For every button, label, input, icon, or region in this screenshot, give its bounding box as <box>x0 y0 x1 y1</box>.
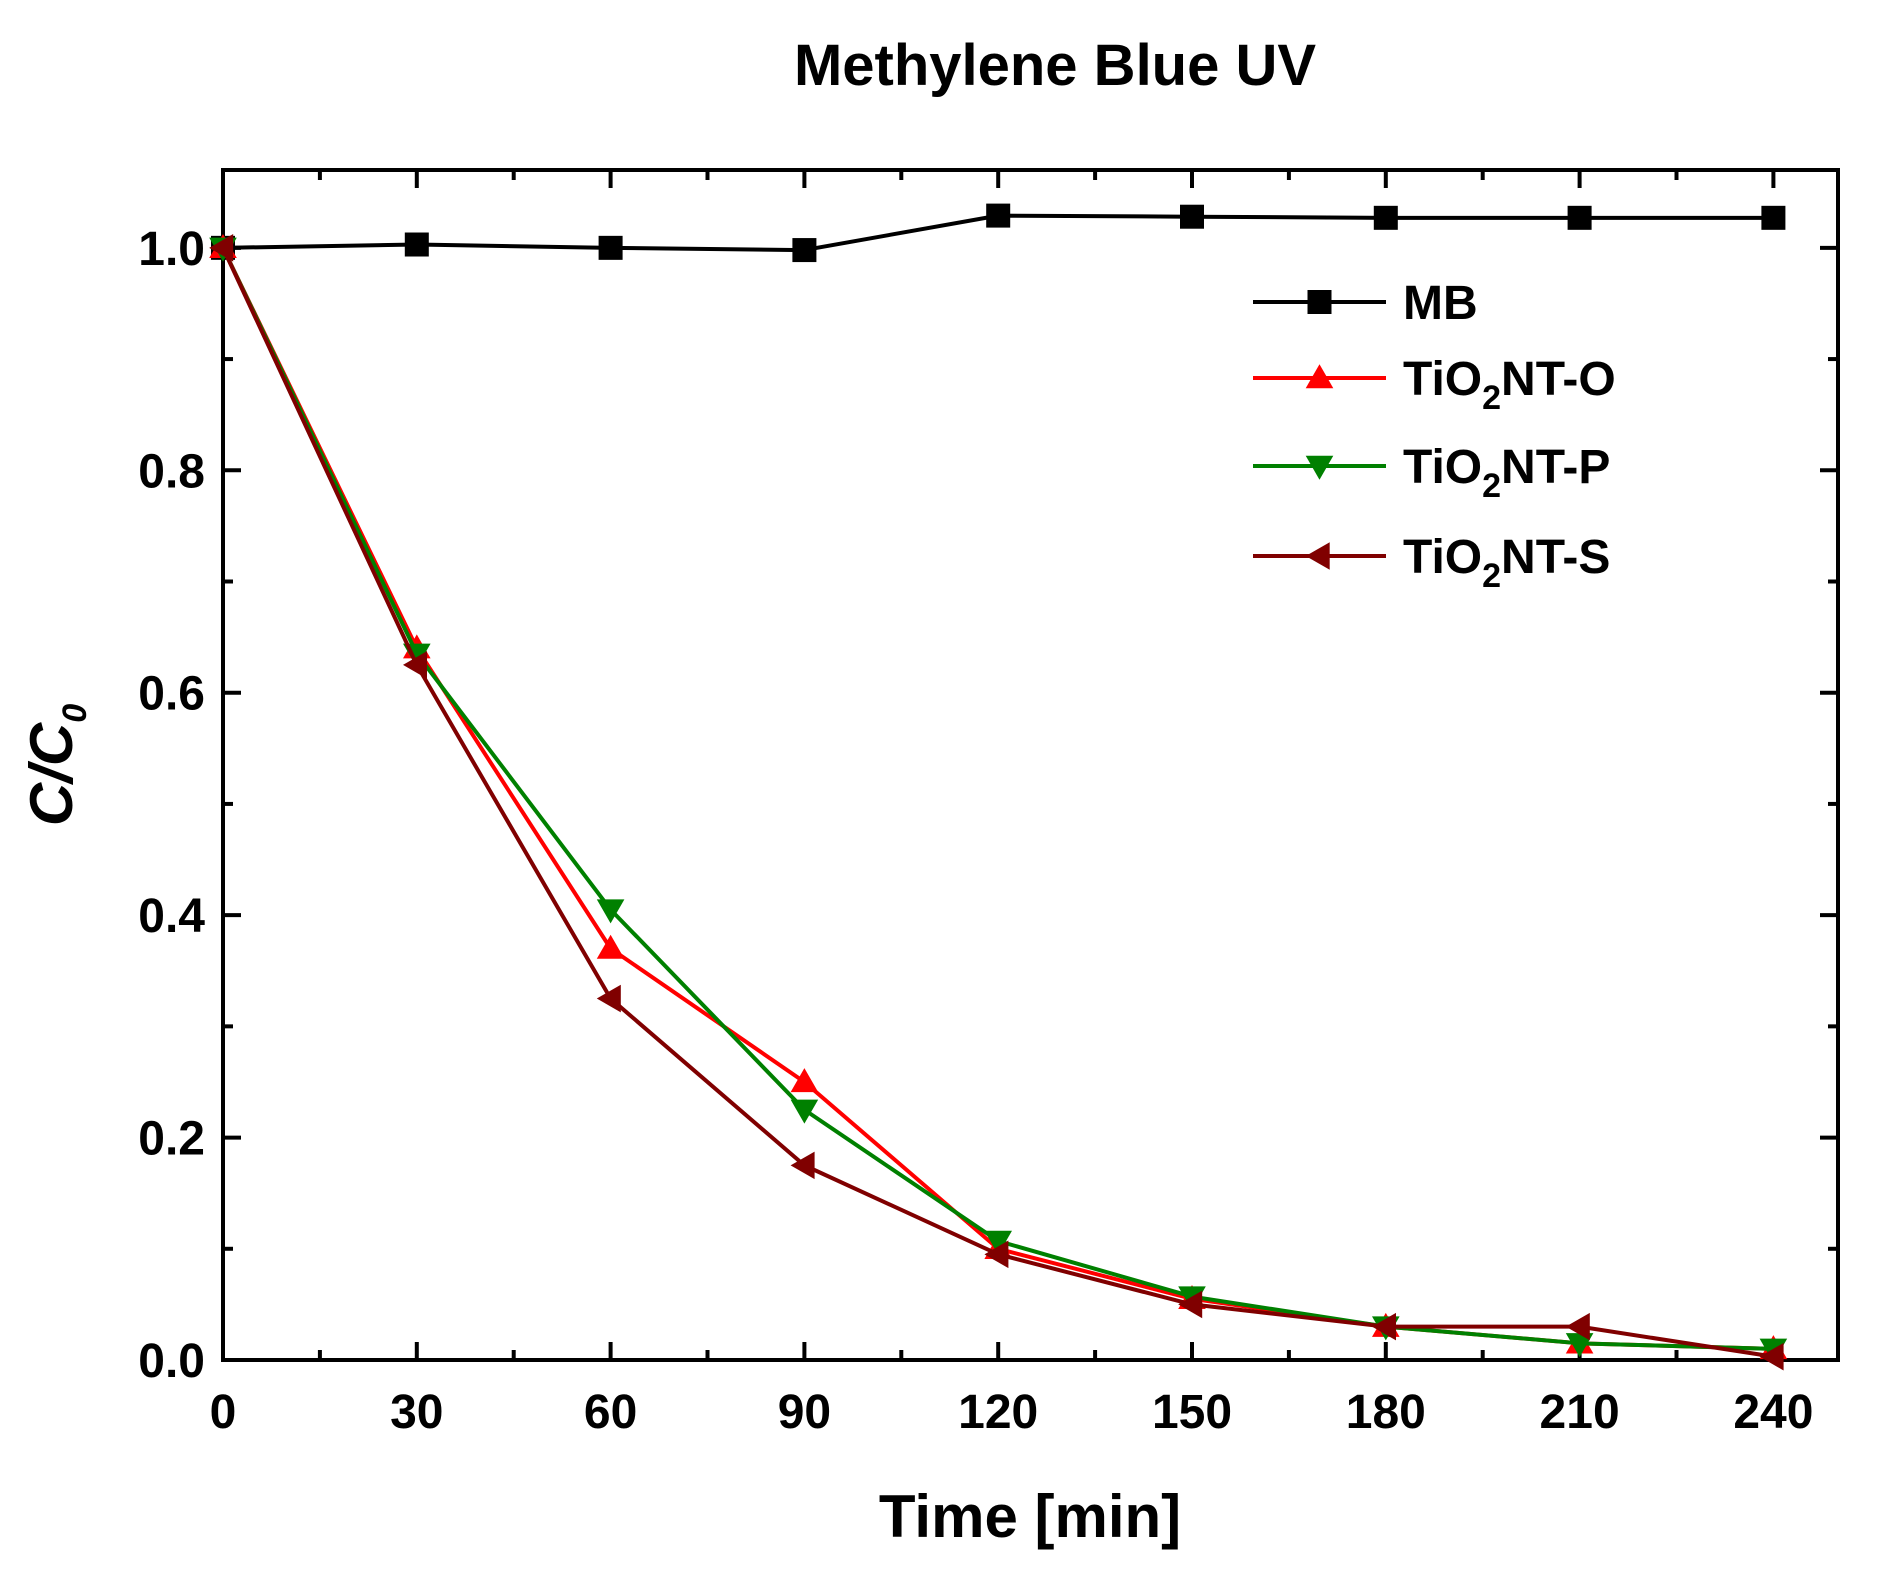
x-tick-label: 210 <box>1540 1386 1620 1439</box>
legend-marker <box>1305 542 1330 570</box>
legend-marker <box>1305 455 1334 480</box>
y-axis-label-sub: 0 <box>56 704 94 723</box>
legend-item-tio2nt-o: TiO2NT-O <box>1253 353 1616 417</box>
data-point-tio2nt-p <box>596 899 625 924</box>
x-axis: 0 30 60 90 120 150 180 210 240 <box>210 170 1813 1439</box>
data-point-tio2nt-s <box>596 984 621 1013</box>
x-tick-label: 90 <box>778 1386 831 1439</box>
data-point-mb <box>1373 205 1398 230</box>
data-point-mb <box>986 203 1011 228</box>
series-tio2nt-s <box>209 234 1784 1371</box>
legend-label: TiO2NT-O <box>1403 353 1616 417</box>
legend-label: TiO2NT-S <box>1403 531 1610 595</box>
data-point-tio2nt-s <box>403 651 427 679</box>
data-point-tio2nt-o <box>790 1068 819 1093</box>
data-point-mb <box>404 232 429 257</box>
legend-marker <box>1305 364 1334 389</box>
legend-item-tio2nt-s: TiO2NT-S <box>1253 531 1610 595</box>
svg-text:C/C0: C/C0 <box>18 704 94 826</box>
x-tick-label: 0 <box>210 1386 237 1439</box>
legend-marker <box>1307 290 1332 314</box>
data-point-tio2nt-p <box>984 1230 1012 1255</box>
data-point-mb <box>1761 205 1786 230</box>
series-line-tio2nt-s <box>221 247 1774 1359</box>
series-mb <box>211 203 1786 263</box>
data-point-tio2nt-s <box>1759 1342 1784 1371</box>
y-tick-label: 0.6 <box>138 668 205 721</box>
data-point-tio2nt-s <box>1565 1312 1590 1341</box>
data-point-mb <box>1567 205 1592 230</box>
plot-area <box>221 168 1840 1362</box>
data-point-tio2nt-o <box>596 934 625 959</box>
x-tick-label: 60 <box>584 1386 637 1439</box>
x-tick-label: 150 <box>1152 1386 1232 1439</box>
data-point-tio2nt-s <box>984 1240 1009 1269</box>
x-tick-label: 240 <box>1733 1386 1813 1439</box>
chart-title: Methylene Blue UV <box>794 33 1316 98</box>
data-point-tio2nt-s <box>1372 1312 1396 1341</box>
data-point-tio2nt-s <box>1178 1290 1203 1319</box>
legend-item-mb: MB <box>1253 277 1478 330</box>
data-point-mb <box>598 235 623 260</box>
y-tick-label: 0.4 <box>138 890 205 943</box>
series-tio2nt-p <box>209 237 1788 1363</box>
series-line-tio2nt-o <box>221 246 1774 1351</box>
data-point-mb <box>1180 204 1204 229</box>
data-point-tio2nt-p <box>790 1099 819 1124</box>
y-tick-label: 0.2 <box>138 1113 205 1166</box>
y-axis-label-main: C/C <box>18 721 85 826</box>
data-point-tio2nt-s <box>209 234 234 262</box>
legend-label: TiO2NT-P <box>1403 441 1610 505</box>
data-point-tio2nt-s <box>790 1151 815 1180</box>
x-tick-label: 30 <box>390 1386 443 1439</box>
x-tick-label: 120 <box>958 1386 1038 1439</box>
y-tick-label: 1.0 <box>138 223 205 276</box>
legend-label: MB <box>1403 277 1478 330</box>
data-point-tio2nt-p <box>1565 1333 1594 1358</box>
x-axis-label: Time [min] <box>879 1483 1181 1550</box>
plot-frame <box>221 168 1840 1362</box>
y-axis-label: C/C0 <box>18 704 94 826</box>
legend: MB TiO2NT-O TiO2NT-P TiO2NT-S <box>1253 277 1616 595</box>
series-line-tio2nt-p <box>221 246 1774 1351</box>
y-tick-label: 0.8 <box>138 445 205 498</box>
y-axis: 0.0 0.2 0.4 0.6 0.8 1.0 <box>138 223 1838 1388</box>
x-tick-label: 180 <box>1346 1386 1426 1439</box>
y-tick-label: 0.0 <box>138 1335 205 1388</box>
data-point-mb <box>792 238 817 263</box>
legend-item-tio2nt-p: TiO2NT-P <box>1253 441 1610 505</box>
series-layer <box>209 203 1788 1371</box>
